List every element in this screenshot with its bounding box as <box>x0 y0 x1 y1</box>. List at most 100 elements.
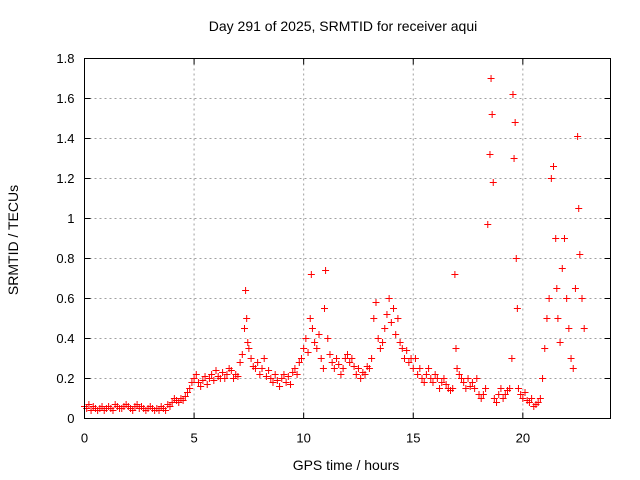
data-point <box>482 385 490 392</box>
data-point <box>234 373 242 380</box>
data-point <box>341 355 349 362</box>
data-point <box>324 335 332 342</box>
data-point <box>528 395 536 402</box>
data-point <box>510 155 518 162</box>
data-point <box>330 365 338 372</box>
y-tick-label: 0.2 <box>56 371 74 386</box>
data-point <box>398 345 406 352</box>
data-point <box>306 315 314 322</box>
data-point <box>449 385 457 392</box>
data-point <box>322 267 330 274</box>
data-point <box>280 371 288 378</box>
data-point <box>387 319 395 326</box>
data-point <box>179 397 187 404</box>
data-point <box>354 365 362 372</box>
data-point <box>192 371 200 378</box>
data-point <box>256 371 264 378</box>
data-point <box>352 371 360 378</box>
data-point <box>109 407 117 414</box>
data-point <box>282 379 290 386</box>
data-point <box>569 365 577 372</box>
data-points <box>81 75 588 414</box>
data-point <box>460 379 468 386</box>
data-point <box>346 359 354 366</box>
data-point <box>405 359 413 366</box>
data-point <box>133 401 141 408</box>
data-point <box>328 359 336 366</box>
y-tick-label: 1.8 <box>56 51 74 66</box>
data-point <box>357 375 365 382</box>
data-point <box>457 375 465 382</box>
data-point <box>210 377 218 384</box>
data-point <box>236 359 244 366</box>
data-point <box>462 385 470 392</box>
data-point <box>396 339 404 346</box>
data-point <box>129 407 137 414</box>
data-point <box>242 287 250 294</box>
data-point <box>511 119 519 126</box>
data-point <box>547 175 555 182</box>
data-point <box>212 367 220 374</box>
data-point <box>199 377 207 384</box>
data-point <box>550 163 558 170</box>
data-point <box>558 265 566 272</box>
data-point <box>471 385 479 392</box>
data-point <box>348 355 356 362</box>
data-point <box>541 345 549 352</box>
data-point <box>245 345 253 352</box>
data-point <box>208 371 216 378</box>
data-point <box>219 369 227 376</box>
data-point <box>240 325 248 332</box>
data-point <box>487 75 495 82</box>
data-point <box>339 365 347 372</box>
data-point <box>267 375 275 382</box>
data-point <box>251 365 259 372</box>
data-point <box>284 373 292 380</box>
data-point <box>308 325 316 332</box>
data-point <box>376 345 384 352</box>
data-point <box>383 311 391 318</box>
data-point <box>521 389 529 396</box>
data-point <box>85 401 93 408</box>
data-point <box>278 375 286 382</box>
data-point <box>508 355 516 362</box>
data-point <box>307 271 315 278</box>
data-point <box>203 381 211 388</box>
data-point <box>543 315 551 322</box>
data-point <box>468 379 476 386</box>
data-point <box>493 399 501 406</box>
data-point <box>287 381 295 388</box>
data-point <box>451 271 459 278</box>
data-point <box>271 371 279 378</box>
data-point <box>335 361 343 368</box>
data-point <box>295 359 303 366</box>
x-tick-label: 5 <box>190 431 197 446</box>
data-point <box>276 383 284 390</box>
data-point <box>297 355 305 362</box>
data-point <box>466 383 474 390</box>
data-point <box>166 403 174 410</box>
data-point <box>98 403 106 410</box>
data-point <box>258 365 266 372</box>
data-point <box>567 355 575 362</box>
data-point <box>490 395 498 402</box>
data-point <box>486 151 494 158</box>
data-point <box>365 365 373 372</box>
data-point <box>374 335 382 342</box>
data-point <box>315 331 323 338</box>
y-tick-label: 0 <box>67 411 74 426</box>
ticks-layer: 0 0.2 0.4 0.6 0.8 1 1.2 1.4 1.6 1.8 0 5 10 15 20 <box>56 51 611 446</box>
data-point <box>227 367 235 374</box>
chart-title: Day 291 of 2025, SRMTID for receiver aqu… <box>209 18 477 34</box>
data-point <box>381 325 389 332</box>
data-point <box>302 335 310 342</box>
data-point <box>509 91 517 98</box>
data-point <box>489 179 497 186</box>
data-point <box>262 373 270 380</box>
data-point <box>337 371 345 378</box>
data-point <box>534 399 542 406</box>
data-point <box>411 355 419 362</box>
data-point <box>519 395 527 402</box>
